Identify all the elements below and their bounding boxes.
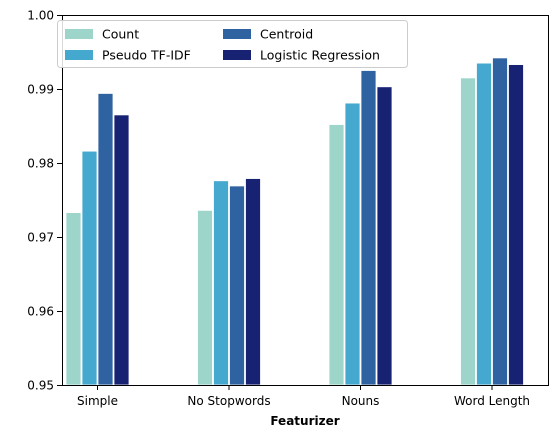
bar-pseudo-tf-idf-nouns: [344, 102, 361, 386]
bar-pseudo-tf-idf-simple: [81, 150, 98, 386]
legend-swatch-logistic-regression: [223, 50, 251, 60]
bar-logistic-regression-word-length: [508, 64, 524, 386]
legend-label-logistic-regression: Logistic Regression: [260, 48, 380, 63]
y-tick-label: 1.00: [27, 9, 54, 23]
y-axis: 0.95 0.96 0.97 0.98 0.99 1.00: [27, 9, 62, 393]
legend-label-count: Count: [102, 27, 139, 42]
bar-centroid-word-length: [492, 57, 508, 386]
y-tick-label: 0.96: [27, 305, 54, 319]
x-tick-label-nouns: Nouns: [342, 394, 380, 408]
x-tick-label-simple: Simple: [77, 394, 118, 408]
x-axis-title: Featurizer: [270, 414, 339, 428]
legend-swatch-centroid: [223, 29, 251, 39]
bar-centroid-nouns: [360, 70, 377, 386]
bars-layer: [65, 57, 524, 386]
y-tick-label: 0.98: [27, 157, 54, 171]
bar-logistic-regression-nouns: [376, 86, 393, 386]
x-tick-label-word-length: Word Length: [454, 394, 530, 408]
y-tick-label: 0.95: [27, 379, 54, 393]
bar-pseudo-tf-idf-no-stopwords: [213, 180, 229, 386]
y-tick-label: 0.99: [27, 83, 54, 97]
bar-centroid-simple: [97, 93, 114, 386]
bar-count-no-stopwords: [197, 209, 213, 386]
legend: Count Pseudo TF-IDF Centroid Logistic Regre…: [57, 20, 408, 68]
bar-count-nouns: [328, 124, 345, 386]
plot-frame: [62, 15, 549, 386]
legend-swatch-count: [65, 29, 93, 39]
legend-swatch-pseudo-tf-idf: [65, 50, 93, 60]
bar-count-simple: [65, 212, 82, 386]
x-tick-label-no-stopwords: No Stopwords: [187, 394, 270, 408]
legend-label-centroid: Centroid: [260, 27, 313, 42]
bar-count-word-length: [460, 77, 476, 386]
y-tick-label: 0.97: [27, 231, 54, 245]
bar-centroid-no-stopwords: [229, 185, 245, 386]
bar-logistic-regression-simple: [113, 114, 130, 386]
x-axis: Simple No Stopwords Nouns Word Length: [77, 385, 530, 408]
legend-box: [57, 20, 408, 68]
bar-logistic-regression-no-stopwords: [245, 178, 261, 386]
legend-label-pseudo-tf-idf: Pseudo TF-IDF: [102, 48, 191, 63]
bar-pseudo-tf-idf-word-length: [476, 62, 492, 386]
